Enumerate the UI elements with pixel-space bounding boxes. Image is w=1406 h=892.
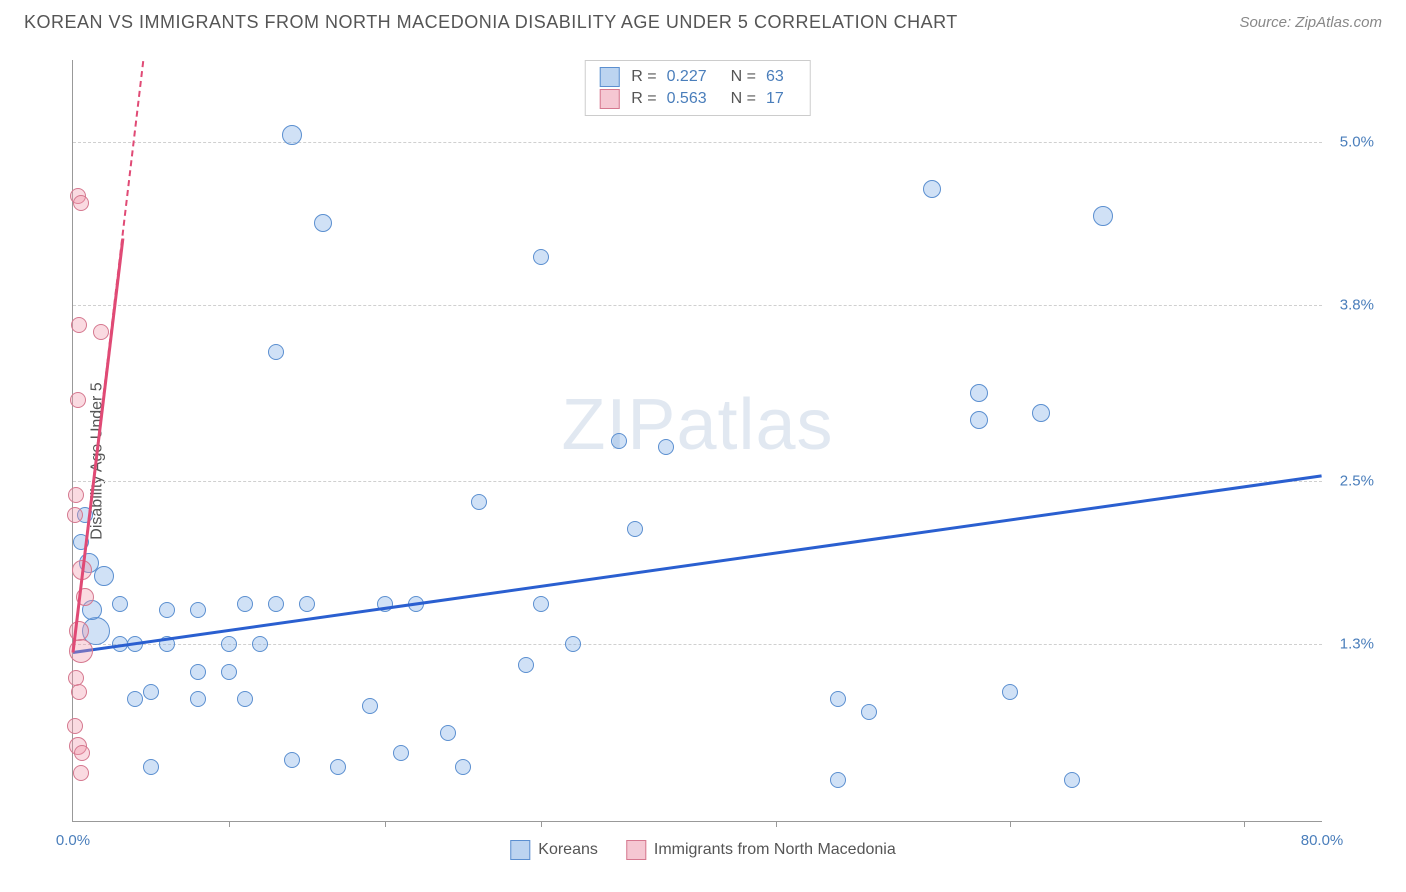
data-point: [1064, 772, 1080, 788]
data-point: [70, 392, 86, 408]
data-point: [627, 521, 643, 537]
plot-area: ZIPatlas R =0.227N =63R =0.563N =17 1.3%…: [72, 60, 1322, 822]
data-point: [190, 602, 206, 618]
x-tick: [776, 821, 777, 827]
legend-item: Koreans: [510, 840, 598, 860]
legend-swatch: [510, 840, 530, 860]
data-point: [221, 664, 237, 680]
data-point: [67, 718, 83, 734]
data-point: [518, 657, 534, 673]
data-point: [68, 487, 84, 503]
chart-title: KOREAN VS IMMIGRANTS FROM NORTH MACEDONI…: [24, 12, 958, 33]
data-point: [658, 439, 674, 455]
data-point: [252, 636, 268, 652]
data-point: [74, 745, 90, 761]
trend-line: [73, 474, 1322, 654]
data-point: [393, 745, 409, 761]
data-point: [190, 664, 206, 680]
data-point: [143, 759, 159, 775]
data-point: [93, 324, 109, 340]
data-point: [861, 704, 877, 720]
data-point: [237, 596, 253, 612]
y-tick-label: 1.3%: [1340, 636, 1374, 653]
source-label: Source: ZipAtlas.com: [1239, 14, 1382, 31]
legend-swatch: [626, 840, 646, 860]
data-point: [94, 566, 114, 586]
data-point: [159, 602, 175, 618]
data-point: [923, 180, 941, 198]
data-point: [71, 317, 87, 333]
data-point: [268, 596, 284, 612]
data-point: [71, 684, 87, 700]
y-tick-label: 2.5%: [1340, 473, 1374, 490]
gridline: [73, 142, 1322, 143]
watermark-bold: ZIP: [561, 385, 676, 465]
data-point: [221, 636, 237, 652]
x-tick-label: 80.0%: [1301, 832, 1344, 849]
stat-n-value: 63: [766, 68, 784, 86]
stats-row: R = 0.563 N = 17: [599, 89, 796, 109]
y-tick-label: 3.8%: [1340, 296, 1374, 313]
legend-swatch: [599, 89, 619, 109]
data-point: [830, 772, 846, 788]
stat-r-value: 0.563: [667, 90, 707, 108]
data-point: [533, 249, 549, 265]
watermark-thin: atlas: [676, 385, 833, 465]
gridline: [73, 305, 1322, 306]
x-tick: [1244, 821, 1245, 827]
data-point: [830, 691, 846, 707]
legend-item: Immigrants from North Macedonia: [626, 840, 896, 860]
x-tick: [541, 821, 542, 827]
header-row: KOREAN VS IMMIGRANTS FROM NORTH MACEDONI…: [0, 0, 1406, 41]
chart-container: Disability Age Under 5 ZIPatlas R =0.227…: [24, 50, 1382, 872]
data-point: [112, 596, 128, 612]
data-point: [284, 752, 300, 768]
data-point: [330, 759, 346, 775]
watermark: ZIPatlas: [561, 384, 833, 466]
data-point: [440, 725, 456, 741]
data-point: [565, 636, 581, 652]
data-point: [1002, 684, 1018, 700]
data-point: [314, 214, 332, 232]
data-point: [533, 596, 549, 612]
data-point: [1093, 206, 1113, 226]
x-tick: [1010, 821, 1011, 827]
data-point: [127, 691, 143, 707]
x-tick-label: 0.0%: [56, 832, 90, 849]
y-tick-label: 5.0%: [1340, 133, 1374, 150]
legend-label: Immigrants from North Macedonia: [654, 841, 896, 859]
data-point: [299, 596, 315, 612]
data-point: [73, 765, 89, 781]
data-point: [362, 698, 378, 714]
stats-legend-box: R = 0.227 N = 63 R = 0.563 N = 17: [584, 60, 811, 116]
data-point: [67, 507, 83, 523]
data-point: [190, 691, 206, 707]
data-point: [471, 494, 487, 510]
data-point: [143, 684, 159, 700]
x-tick: [385, 821, 386, 827]
data-point: [237, 691, 253, 707]
gridline: [73, 481, 1322, 482]
trend-line: [72, 238, 125, 653]
x-tick: [229, 821, 230, 827]
stat-r-value: 0.227: [667, 68, 707, 86]
legend-swatch: [599, 67, 619, 87]
stat-n-value: 17: [766, 90, 784, 108]
data-point: [455, 759, 471, 775]
stat-r-label: R =: [631, 68, 656, 86]
data-point: [282, 125, 302, 145]
bottom-legend: Koreans Immigrants from North Macedonia: [510, 840, 895, 860]
data-point: [73, 195, 89, 211]
data-point: [1032, 404, 1050, 422]
stat-n-label: N =: [731, 90, 756, 108]
data-point: [970, 384, 988, 402]
data-point: [611, 433, 627, 449]
legend-label: Koreans: [538, 841, 598, 859]
stat-r-label: R =: [631, 90, 656, 108]
data-point: [268, 344, 284, 360]
stat-n-label: N =: [731, 68, 756, 86]
stats-row: R = 0.227 N = 63: [599, 67, 796, 87]
data-point: [970, 411, 988, 429]
